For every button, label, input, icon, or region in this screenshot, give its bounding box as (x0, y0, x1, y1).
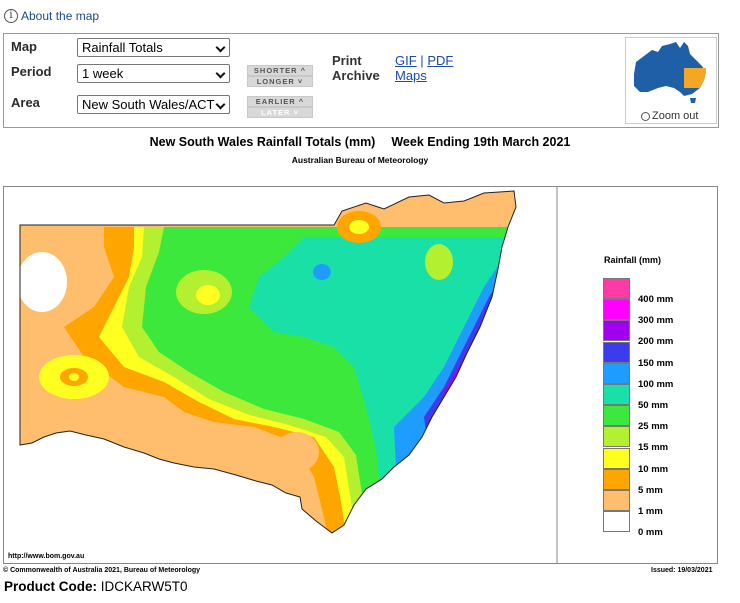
archive-label: Archive (332, 68, 380, 83)
legend-swatch (603, 447, 630, 469)
copyright: © Commonwealth of Australia 2021, Bureau… (3, 567, 201, 574)
product-code-label: Product Code: (4, 579, 97, 594)
legend-label: 15 mm (638, 442, 669, 454)
legend-swatch (603, 490, 630, 511)
magnifier-icon (641, 111, 650, 121)
map-select[interactable]: Rainfall Totals (77, 38, 230, 57)
print-archive-label: Print Archive (332, 53, 380, 83)
product-code-value: IDCKARW5T0 (100, 579, 188, 594)
later-button[interactable]: LATER ˅ (247, 107, 313, 118)
map-title: New South Wales Rainfall Totals (mm) Week… (0, 135, 720, 149)
legend-label: 25 mm (638, 421, 669, 433)
australia-minimap[interactable]: Zoom out (625, 37, 717, 124)
chevron-down-icon (215, 99, 226, 110)
legend-swatch (603, 384, 630, 405)
legend-title: Rainfall (mm) (604, 255, 662, 265)
chevron-down-icon (215, 42, 226, 53)
print-links: GIF | PDF Maps (395, 53, 453, 83)
pdf-link[interactable]: PDF (427, 53, 454, 68)
period-select-value: 1 week (82, 66, 124, 81)
legend-label: 400 mm (638, 294, 674, 305)
chevron-down-icon (215, 68, 226, 79)
controls-panel: Map Period Area Rainfall Totals 1 week N… (3, 33, 719, 128)
separator: | (420, 53, 424, 68)
area-select[interactable]: New South Wales/ACT (77, 95, 230, 114)
period-label: Period (11, 64, 52, 79)
australia-map-icon (634, 42, 706, 103)
bom-url: http://www.bom.gov.au (8, 553, 85, 560)
legend-label: 10 mm (638, 463, 669, 475)
zoom-out-label: Zoom out (652, 110, 699, 122)
legend-swatch (603, 278, 630, 299)
zoom-out-button[interactable]: Zoom out (641, 110, 698, 122)
legend-swatch (603, 468, 630, 490)
legend-swatch (603, 426, 630, 448)
area-label: Area (11, 95, 40, 110)
issued-date: Issued: 19/03/2021 (651, 567, 713, 574)
longer-button[interactable]: LONGER ˅ (247, 76, 313, 87)
legend-swatch (603, 405, 630, 427)
map-label: Map (11, 39, 37, 54)
legend-swatch (603, 320, 630, 342)
map-subtitle: Australian Bureau of Meteorology (291, 155, 429, 165)
about-label: About the map (21, 9, 100, 23)
earlier-button[interactable]: EARLIER ^ (247, 96, 313, 107)
legend-label: 200 mm (638, 336, 674, 348)
maps-link[interactable]: Maps (395, 68, 427, 83)
map-select-value: Rainfall Totals (82, 40, 163, 55)
legend-label: 300 mm (638, 315, 674, 327)
legend-swatch (603, 299, 630, 321)
print-label: Print (332, 53, 362, 68)
area-select-value: New South Wales/ACT (82, 97, 215, 112)
legend-swatch (603, 511, 630, 533)
rainfall-map (3, 186, 718, 564)
period-select[interactable]: 1 week (77, 64, 230, 83)
legend-label: 5 mm (638, 484, 663, 496)
product-code: Product Code: IDCKARW5T0 (4, 579, 188, 594)
legend-label: 100 mm (638, 378, 674, 390)
legend-swatch (603, 341, 630, 363)
title-main: New South Wales Rainfall Totals (mm) (149, 135, 376, 149)
legend-label: 150 mm (638, 357, 674, 369)
legend-label: 1 mm (638, 506, 663, 517)
legend-label: 50 mm (638, 400, 669, 411)
nsw-rainfall-map (19, 187, 558, 563)
title-period: Week Ending 19th March 2021 (391, 135, 571, 149)
gif-link[interactable]: GIF (395, 53, 417, 68)
shorter-button[interactable]: SHORTER ^ (247, 65, 313, 76)
info-icon: i (4, 9, 18, 23)
about-the-map-link[interactable]: i About the map (4, 9, 99, 23)
legend-swatch (603, 362, 630, 384)
legend-label: 0 mm (638, 527, 663, 539)
